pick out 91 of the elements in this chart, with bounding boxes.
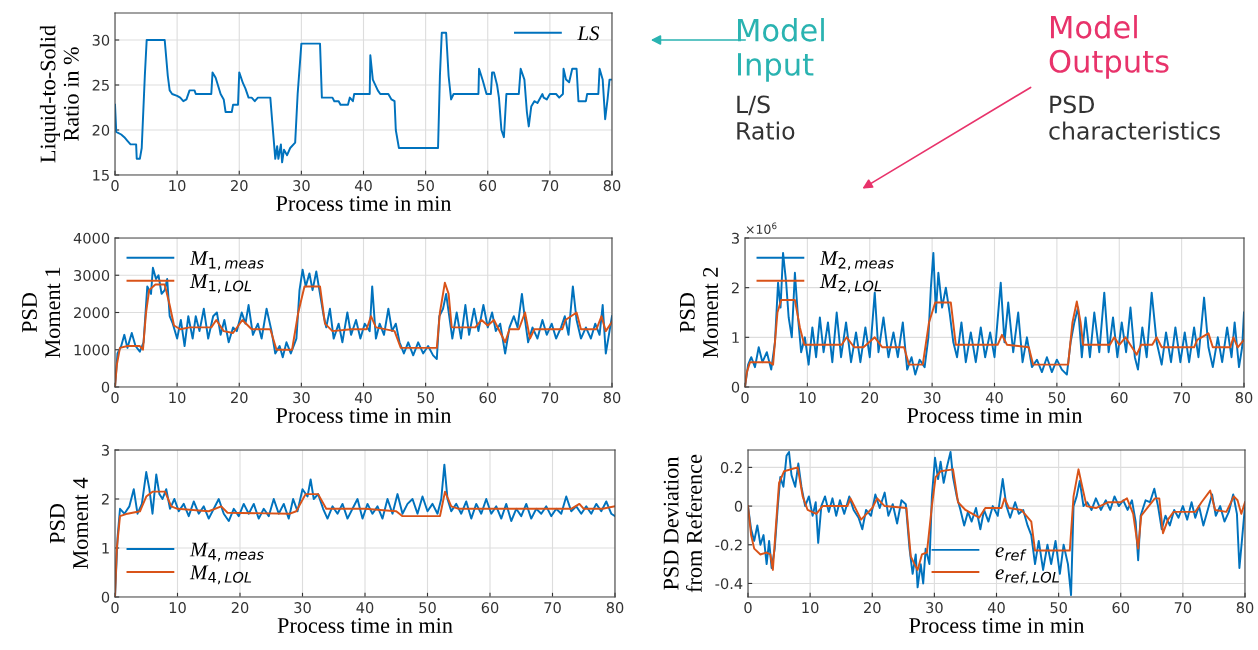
y-tick-label: 2 (731, 282, 739, 294)
line-series (748, 466, 1245, 571)
x-tick-label: 30 (294, 602, 311, 614)
y-tick-label: 3 (731, 232, 739, 244)
x-tick-label: 40 (987, 602, 1005, 614)
y-axis-title: PSD Deviation from Reference (663, 454, 702, 593)
y-tick-label: 0 (101, 381, 110, 393)
y-tick-label: -0.4 (715, 578, 743, 590)
y-tick-label: 25 (92, 79, 109, 91)
x-tick-label: 80 (606, 602, 624, 614)
x-tick-label: 70 (1174, 602, 1192, 614)
y-tick-label: 2 (101, 493, 109, 505)
y-tick-label: 0.2 (720, 462, 742, 474)
y-tick-label: 0 (734, 500, 743, 512)
legend-label: e$_{ref}$ (995, 547, 1027, 561)
x-tick-label: 50 (417, 392, 434, 404)
legend-label: M$_{4,LOL}$ (189, 565, 252, 585)
x-tick-label: 20 (231, 392, 248, 404)
x-tick-label: 80 (1235, 392, 1253, 404)
x-tick-label: 50 (1048, 392, 1066, 404)
legend-label: M$_{2,meas}$ (819, 251, 894, 271)
x-tick-label: 50 (417, 180, 434, 192)
text: Model Input (738, 18, 824, 82)
x-tick-label: 30 (923, 392, 941, 404)
legend-label: M$_{1,LOL}$ (189, 274, 252, 294)
y-tick-label: 0 (101, 591, 110, 603)
x-axis-title: Process time in min (276, 408, 452, 423)
x-tick-label: 80 (603, 392, 621, 404)
text: L/S Ratio (737, 95, 795, 140)
text: Model Outputs (1049, 15, 1169, 79)
x-tick-label: 60 (479, 392, 497, 404)
x-tick-label: 60 (1112, 602, 1130, 614)
x-tick-label: 70 (541, 180, 559, 192)
x-tick-label: 0 (111, 180, 119, 192)
legend-label: M$_{2,LOL}$ (819, 274, 882, 294)
x-tick-label: 10 (802, 602, 819, 614)
x-tick-label: 10 (169, 392, 186, 404)
x-tick-label: 60 (479, 180, 497, 192)
x-tick-label: 70 (544, 602, 561, 614)
x-tick-label: 40 (985, 392, 1003, 404)
text: PSD characteristics (1049, 95, 1220, 140)
x-tick-label: 10 (169, 602, 186, 614)
x-tick-label: 0 (111, 602, 119, 614)
y-tick-label: 2000 (74, 307, 110, 319)
y-tick-label: 30 (92, 34, 110, 46)
x-tick-label: 60 (481, 602, 499, 614)
x-tick-label: 60 (1110, 392, 1128, 404)
y-tick-label: 1 (102, 542, 109, 554)
y-tick-label: 3000 (74, 269, 110, 281)
y-axis-title: Liquid-to-Solid Ratio in % (39, 25, 79, 163)
x-tick-label: 30 (293, 180, 310, 192)
x-tick-label: 70 (1173, 392, 1190, 404)
x-tick-label: 80 (603, 180, 621, 192)
legend-label: e$_{ref,LOL}$ (995, 569, 1059, 585)
x-tick-label: 40 (356, 602, 374, 614)
x-tick-label: 10 (799, 392, 816, 404)
x-axis-title: Process time in min (276, 196, 452, 211)
x-tick-label: 0 (744, 602, 752, 614)
x-tick-label: 20 (231, 602, 249, 614)
x-tick-label: 0 (111, 392, 119, 404)
line-series (748, 450, 1245, 597)
x-axis-title: Process time in min (277, 618, 453, 633)
legend-label: M$_{4,meas}$ (189, 542, 264, 562)
x-tick-label: 30 (293, 392, 310, 404)
y-axis-title: PSD Moment 2 (679, 267, 719, 358)
x-axis-title: Process time in min (909, 618, 1085, 633)
x-axis-title: Process time in min (907, 408, 1083, 423)
x-tick-label: 30 (926, 602, 943, 614)
y-tick-label: 3 (101, 444, 109, 456)
x-tick-label: 80 (1236, 602, 1254, 614)
y-tick-label: 1000 (74, 344, 110, 356)
x-tick-label: 50 (1050, 602, 1067, 614)
y-axis-title: PSD Moment 4 (49, 477, 89, 569)
text: ×10$^{6}$ (746, 222, 777, 234)
legend-label: M$_{1,meas}$ (189, 251, 264, 271)
y-tick-label: 20 (92, 124, 110, 136)
y-tick-label: 4000 (73, 232, 110, 244)
legend-label: LS (577, 26, 600, 41)
y-tick-label: -0.2 (715, 539, 742, 551)
x-tick-label: 20 (864, 602, 881, 614)
y-axis-title: PSD Moment 1 (22, 267, 61, 358)
x-tick-label: 40 (354, 180, 372, 192)
y-tick-label: 0 (731, 381, 740, 393)
x-tick-label: 70 (541, 392, 559, 404)
x-tick-label: 50 (419, 602, 436, 614)
y-tick-label: 1 (732, 332, 739, 343)
x-tick-label: 40 (354, 392, 372, 404)
x-tick-label: 20 (861, 392, 879, 404)
x-tick-label: 20 (231, 180, 248, 192)
y-tick-label: 15 (93, 169, 109, 181)
x-tick-label: 10 (169, 180, 186, 192)
